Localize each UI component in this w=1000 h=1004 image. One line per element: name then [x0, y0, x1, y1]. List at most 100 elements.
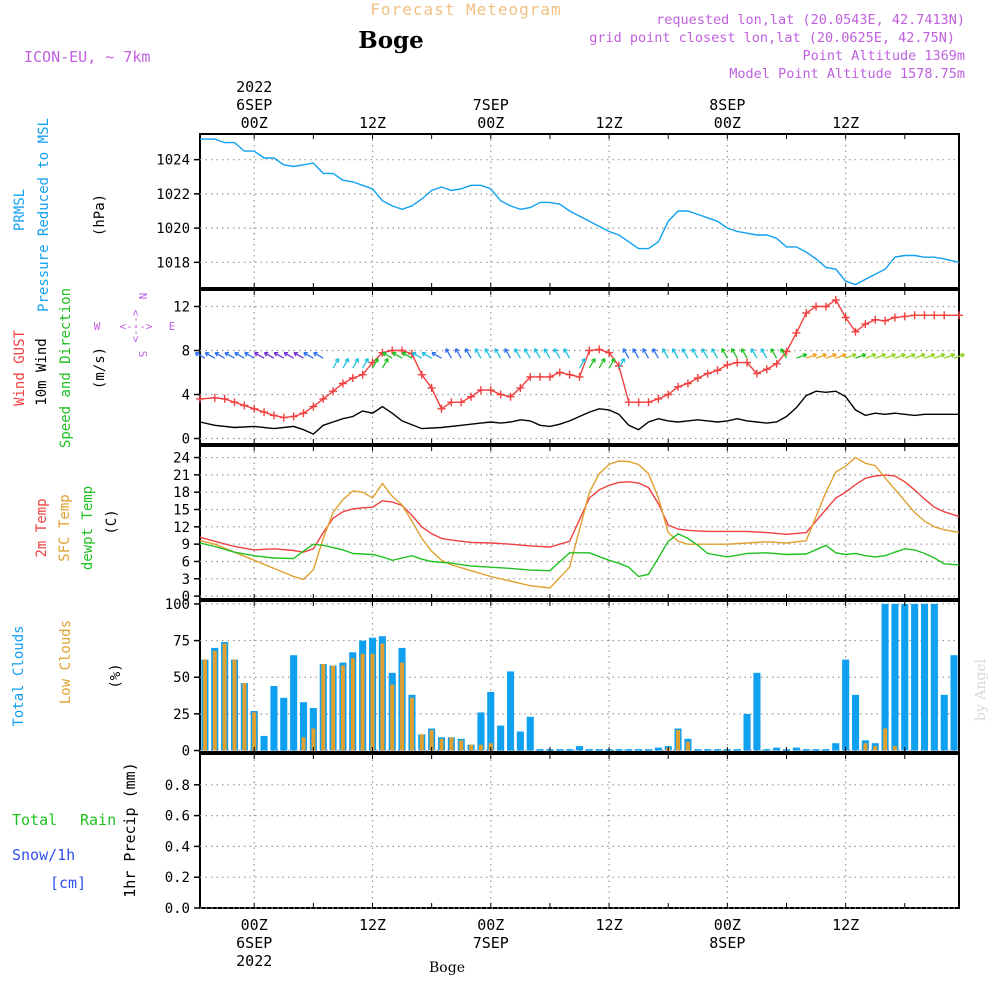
total-cloud-bar	[704, 749, 712, 751]
wind-arrow	[661, 348, 669, 359]
total-cloud-bar	[595, 749, 603, 751]
wind-arrow	[283, 351, 294, 359]
total-cloud-bar	[270, 686, 278, 751]
temp-panel	[199, 445, 960, 600]
wind-arrow	[371, 358, 379, 369]
gust-marker	[772, 359, 781, 368]
wind-arrow	[750, 348, 758, 359]
pressure-unit: (hPa)	[92, 194, 108, 236]
gust-marker	[260, 408, 269, 417]
wind-arrow	[904, 353, 916, 359]
wind-arrow	[632, 348, 640, 359]
gust-label: Wind GUST	[12, 330, 28, 406]
wind-arrow	[622, 348, 630, 359]
gust-marker	[585, 346, 594, 355]
wind-arrow	[711, 348, 719, 359]
pressure-label: PRMSL Pressure Reduced to MSL (hPa)	[12, 118, 108, 312]
total-cloud-bar	[556, 749, 564, 751]
low-cloud-bar	[370, 653, 375, 751]
top-time-label: 8SEP	[709, 96, 745, 114]
total-cloud-bar	[290, 655, 298, 751]
pressure-panel	[199, 133, 960, 289]
wind-arrow	[578, 358, 586, 369]
requested-coords: requested lon,lat (20.0543E, 42.7413N)	[656, 12, 965, 28]
gust-marker	[634, 398, 643, 407]
gust-marker	[890, 313, 899, 322]
wind-arrow	[523, 348, 531, 359]
low-cloud-bar	[242, 683, 247, 751]
y-tick-label: 100	[165, 597, 190, 613]
top-time-label: 12Z	[596, 114, 623, 132]
wind-arrow	[224, 351, 235, 359]
gust-marker	[812, 302, 821, 311]
wind-arrow	[543, 348, 551, 359]
y-tick-label: 4	[182, 388, 190, 404]
location-title: Boge	[358, 27, 424, 54]
wind-arrow	[796, 353, 808, 359]
wind-arrow	[642, 348, 650, 359]
t2m-line	[199, 474, 960, 553]
y-tick-label: 50	[173, 670, 190, 686]
temp-unit: (C)	[104, 509, 120, 534]
gust-marker	[486, 386, 495, 395]
cloud-label: Total Clouds Low Clouds (%)	[11, 620, 124, 727]
low-cloud-bar	[676, 730, 681, 751]
total-cloud-bar	[714, 749, 722, 751]
gust-marker	[703, 369, 712, 378]
gust-marker	[654, 394, 663, 403]
gust-marker	[289, 412, 298, 421]
bottom-time-label: 12Z	[832, 916, 859, 934]
y-tick-label: 0.4	[165, 839, 190, 855]
wind-arrow	[464, 348, 472, 359]
gust-marker	[348, 374, 357, 382]
total-cloud-bar	[930, 603, 938, 751]
wind-arrow	[924, 353, 936, 359]
wind-arrow	[618, 358, 626, 369]
wind-arrow	[563, 348, 571, 359]
y-tick-label: 25	[173, 707, 190, 723]
wind-arrow	[691, 348, 699, 359]
t2m-label: 2m Temp	[34, 498, 50, 557]
total-cloud-bar	[842, 659, 850, 751]
bottom-time-label: 00Z	[241, 916, 268, 934]
total-cloud-bar	[733, 749, 741, 751]
bottom-time-label: 7SEP	[473, 934, 509, 952]
gust-marker	[230, 398, 239, 407]
gust-marker	[437, 404, 446, 413]
top-time-label: 2022	[236, 78, 272, 96]
total-cloud-bar	[940, 694, 948, 751]
top-time-label: 00Z	[477, 114, 504, 132]
wind-arrow	[652, 348, 659, 359]
wind-arrow	[721, 348, 728, 359]
gust-marker	[210, 393, 219, 402]
y-tick-label: 1018	[156, 255, 190, 271]
wind-arrow	[194, 351, 206, 359]
wind-arrow	[825, 353, 837, 359]
total-cloud-bar	[891, 603, 899, 751]
total-cloud-bar	[536, 749, 544, 751]
y-tick-label: 12	[173, 520, 190, 536]
gust-marker	[624, 398, 633, 407]
gust-marker	[309, 402, 318, 411]
low-cloud-bar	[863, 743, 868, 751]
low-cloud-bar	[222, 643, 227, 751]
gust-marker	[674, 382, 683, 391]
wind-arrow	[845, 353, 857, 359]
y-tick-label: 1024	[156, 153, 190, 169]
gust-marker	[506, 392, 515, 401]
bottom-time-label: 00Z	[714, 916, 741, 934]
total-cloud-bar	[654, 747, 662, 751]
gust-marker	[565, 370, 574, 379]
gust-marker	[821, 302, 830, 311]
y-tick-label: 12	[173, 300, 190, 316]
wind-arrow	[874, 353, 887, 359]
total-cloud-bar	[901, 603, 909, 751]
temp-label: 2m Temp SFC Temp dewpt Temp (C)	[34, 486, 120, 570]
wind-dir-label: Speed and Direction	[58, 288, 74, 448]
total-cloud-bar	[802, 749, 810, 751]
low-cloud-bar	[439, 738, 444, 751]
total-cloud-bar	[763, 749, 771, 751]
wind-arrow	[514, 348, 521, 359]
